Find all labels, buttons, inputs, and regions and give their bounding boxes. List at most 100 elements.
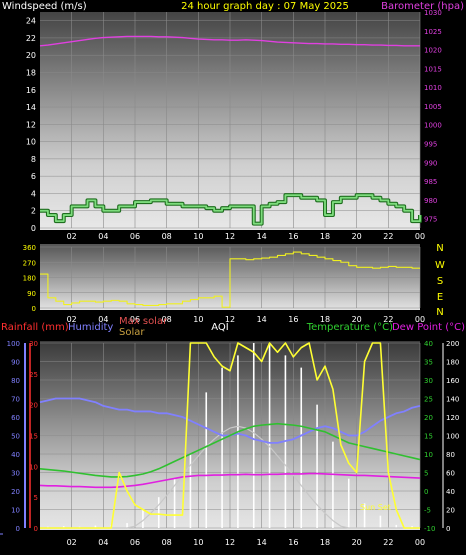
graph-title: 24 hour graph day : 07 May 2025 (181, 1, 349, 12)
weather-xtick-16: 16 (288, 538, 298, 547)
compass-label-1: W (435, 260, 445, 271)
temperature-line (39, 422, 421, 478)
barometer-axis-label: Barometer (hpa) (381, 1, 464, 12)
dir-xtick-16: 16 (288, 315, 298, 324)
weather-xtick-14: 14 (257, 538, 267, 547)
temp-tick-30: 30 (424, 377, 433, 385)
wind-xtick-22: 22 (383, 232, 393, 241)
solar-tick-0: 0 (446, 525, 450, 533)
wind-xtick-18: 18 (320, 232, 330, 241)
dir-xtick-22: 22 (383, 315, 393, 324)
temp-tick-40: 40 (424, 340, 433, 348)
windspeed-tick-22: 22 (26, 34, 36, 43)
solar-tick-140: 140 (446, 396, 459, 404)
rain-tick-25: 25 (29, 371, 38, 379)
weather-xtick-22: 22 (383, 538, 393, 547)
wind-xtick-20: 20 (352, 232, 362, 241)
weather-xtick-06: 06 (130, 538, 140, 547)
legend-dew-point: Dew Point (°C) (392, 322, 465, 333)
windspeed-tick-0: 0 (31, 224, 36, 233)
direction-tick-90: 90 (27, 290, 36, 298)
solar-tick-160: 160 (446, 377, 459, 385)
wind-xtick-16: 16 (288, 232, 298, 241)
windspeed-tick-2: 2 (31, 207, 36, 216)
windspeed-tick-10: 10 (26, 138, 36, 147)
windspeed-tick-4: 4 (31, 189, 36, 198)
legend-rainfall: Rainfall (mm) (1, 322, 69, 333)
temp-tick-35: 35 (424, 359, 433, 367)
wind-xtick-00: 00 (415, 232, 425, 241)
weather-xtick-08: 08 (162, 538, 172, 547)
dir-xtick-20: 20 (352, 315, 362, 324)
wind-xtick-06: 06 (130, 232, 140, 241)
temp-tick-0: 0 (424, 488, 428, 496)
solar-tick-180: 180 (446, 359, 459, 367)
compass-label-4: N (436, 307, 443, 318)
temp-tick-20: 20 (424, 414, 433, 422)
rain-tick-0: 0 (34, 525, 38, 533)
dir-xtick-14: 14 (257, 315, 267, 324)
humidity-tick-60: 60 (11, 414, 20, 422)
temp-tick-5: 5 (424, 470, 428, 478)
humidity-tick-30: 30 (11, 470, 20, 478)
humidity-tick-70: 70 (11, 396, 20, 404)
windspeed-tick-12: 12 (26, 120, 36, 129)
wind-xtick-12: 12 (225, 232, 235, 241)
humidity-tick-20: 20 (11, 488, 20, 496)
barometer-line (39, 35, 420, 47)
barometer-tick-1000: 1000 (424, 122, 442, 130)
direction-tick-270: 270 (23, 259, 36, 267)
windspeed-tick-24: 24 (26, 17, 36, 26)
solar-tick-200: 200 (446, 340, 459, 348)
dir-xtick-18: 18 (320, 315, 330, 324)
barometer-tick-980: 980 (424, 197, 437, 205)
solar-tick-40: 40 (446, 488, 455, 496)
dew-point-line (39, 472, 421, 489)
windspeed-line (40, 194, 421, 225)
temp-tick-10: 10 (424, 451, 433, 459)
solar-tick-120: 120 (446, 414, 459, 422)
barometer-tick-975: 975 (424, 216, 437, 224)
weather-xtick-00: 00 (415, 538, 425, 547)
solar-tick-60: 60 (446, 470, 455, 478)
barometer-tick-1005: 1005 (424, 103, 442, 111)
windspeed-tick-20: 20 (26, 51, 36, 60)
humidity-tick-80: 80 (11, 377, 20, 385)
dir-xtick-02: 02 (67, 315, 77, 324)
windspeed-tick-18: 18 (26, 68, 36, 77)
windspeed-tick-16: 16 (26, 86, 36, 95)
legend-temperature: Temperature (°C) (306, 322, 393, 333)
dir-xtick-10: 10 (193, 315, 203, 324)
dir-xtick-04: 04 (98, 315, 108, 324)
humidity-tick-10: 10 (11, 507, 20, 515)
grid-layer (40, 12, 421, 529)
wind-xtick-04: 04 (98, 232, 108, 241)
legend-max-solar: Max solar (119, 316, 168, 327)
axis-layer: 0246810121416182022249759809859909951000… (0, 9, 459, 547)
wind-xtick-14: 14 (257, 232, 267, 241)
temp-tick-25: 25 (424, 396, 433, 404)
windspeed-tick-14: 14 (26, 103, 36, 112)
barometer-tick-1020: 1020 (424, 47, 442, 55)
humidity-tick-40: 40 (11, 451, 20, 459)
legend-aqi: AQI (211, 322, 229, 333)
series-layer (39, 35, 422, 529)
rain-tick-30: 30 (29, 340, 38, 348)
solar-tick-100: 100 (446, 433, 459, 441)
wind-xtick-08: 08 (162, 232, 172, 241)
barometer-tick-1030: 1030 (424, 9, 442, 17)
humidity-tick-50: 50 (11, 433, 20, 441)
windspeed-tick-8: 8 (31, 155, 36, 164)
dir-xtick-00: 00 (415, 315, 425, 324)
weather-xtick-20: 20 (352, 538, 362, 547)
rain-tick-15: 15 (29, 433, 38, 441)
wind-direction-line (40, 251, 420, 308)
weather-xtick-18: 18 (320, 538, 330, 547)
wind-xtick-10: 10 (193, 232, 203, 241)
compass-label-0: N (436, 243, 443, 254)
barometer-tick-995: 995 (424, 140, 437, 148)
rain-tick-5: 5 (34, 494, 38, 502)
solar-line (40, 342, 420, 529)
barometer-tick-985: 985 (424, 178, 437, 186)
dir-xtick-12: 12 (225, 315, 235, 324)
